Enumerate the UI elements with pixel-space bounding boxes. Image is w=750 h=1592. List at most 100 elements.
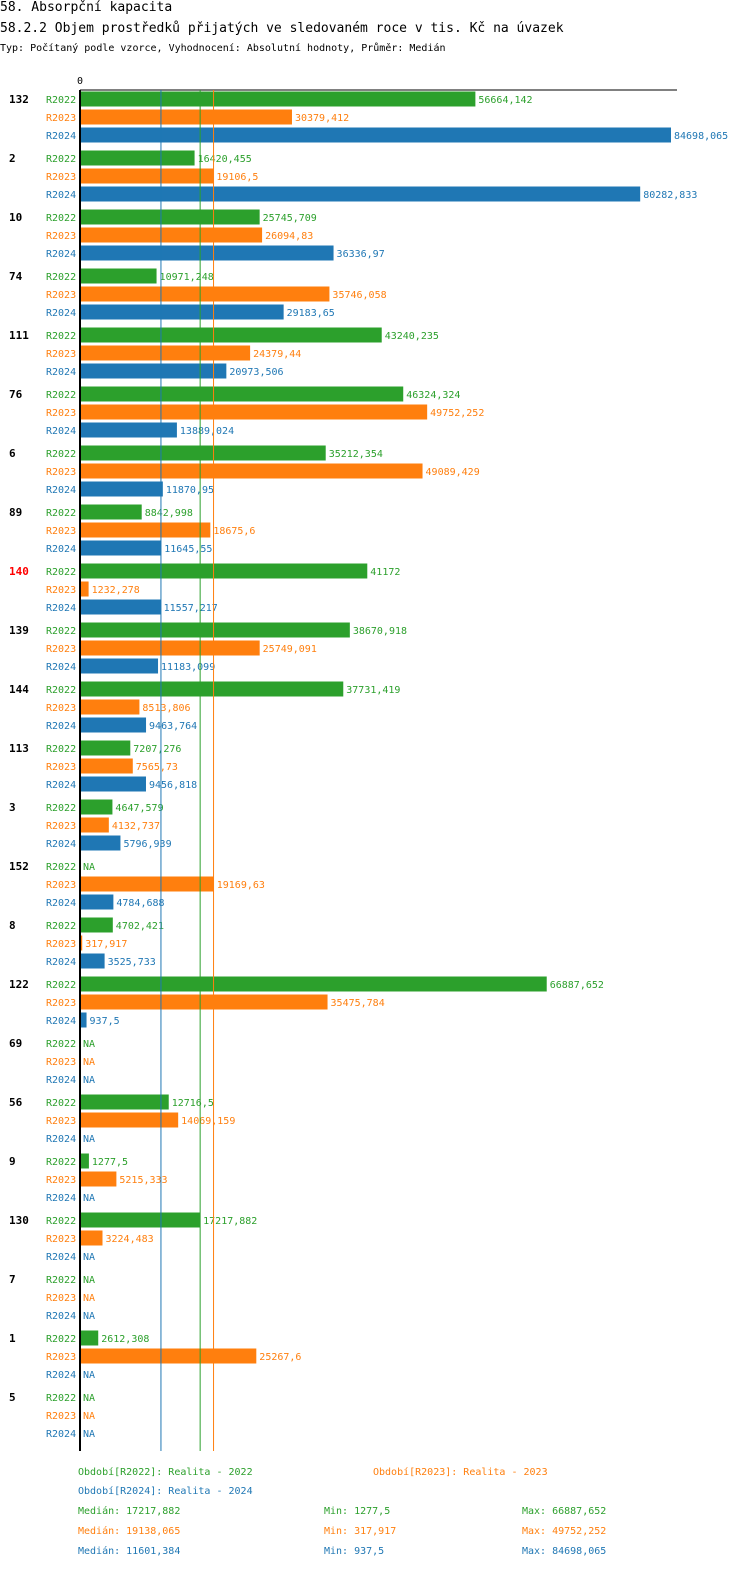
data-label: 20973,506 xyxy=(229,367,283,378)
bar xyxy=(80,717,147,733)
series-label: R2022 xyxy=(46,154,76,165)
data-label: 4647,579 xyxy=(115,803,163,814)
data-label: 14069,159 xyxy=(181,1116,235,1127)
series-label: R2024 xyxy=(46,131,76,142)
series-label: R2022 xyxy=(46,1334,76,1345)
data-label: 38670,918 xyxy=(353,626,407,637)
series-label: R2023 xyxy=(46,172,76,183)
bar xyxy=(80,1012,87,1028)
bar xyxy=(80,581,89,597)
series-label: R2023 xyxy=(46,1116,76,1127)
series-label: R2024 xyxy=(46,367,76,378)
series-label: R2023 xyxy=(46,1352,76,1363)
chart-title: 58.2.2 Objem prostředků přijatých ve sle… xyxy=(0,21,564,36)
data-label: 49752,252 xyxy=(430,408,484,419)
category-label: 1 xyxy=(9,1332,16,1345)
data-label: 84698,065 xyxy=(674,131,728,142)
series-label: R2024 xyxy=(46,249,76,260)
series-label: R2024 xyxy=(46,898,76,909)
bar xyxy=(80,481,163,497)
legend-period: Období[R2022]: Realita - 2022 xyxy=(78,1466,253,1478)
legend-min: Min: 317,917 xyxy=(324,1526,396,1537)
bar xyxy=(80,422,177,438)
data-label: 17217,882 xyxy=(203,1216,257,1227)
bar xyxy=(80,150,195,166)
data-label: 4702,421 xyxy=(116,921,164,932)
bar xyxy=(80,799,113,815)
bar xyxy=(80,168,214,184)
series-label: R2024 xyxy=(46,1429,76,1440)
series-label: R2023 xyxy=(46,113,76,124)
data-label: 2612,308 xyxy=(101,1334,149,1345)
series-label: R2024 xyxy=(46,485,76,496)
data-label: 12716,5 xyxy=(172,1098,214,1109)
data-label: 10971,248 xyxy=(160,272,214,283)
data-label: 26094,83 xyxy=(265,231,313,242)
bar xyxy=(80,386,404,402)
bar xyxy=(80,363,227,379)
series-label: R2024 xyxy=(46,957,76,968)
series-label: R2022 xyxy=(46,1039,76,1050)
bar xyxy=(80,976,547,992)
series-label: R2023 xyxy=(46,467,76,478)
series-label: R2023 xyxy=(46,1057,76,1068)
data-label: 56664,142 xyxy=(478,95,532,106)
bar xyxy=(80,304,284,320)
data-label: 3224,483 xyxy=(105,1234,153,1245)
bar xyxy=(80,935,83,951)
axis-zero-label: 0 xyxy=(77,76,83,87)
series-label: R2024 xyxy=(46,721,76,732)
data-label: 46324,324 xyxy=(406,390,460,401)
series-label: R2024 xyxy=(46,308,76,319)
series-label: R2024 xyxy=(46,1016,76,1027)
series-label: R2022 xyxy=(46,921,76,932)
series-label: R2022 xyxy=(46,1098,76,1109)
series-label: R2023 xyxy=(46,526,76,537)
bar xyxy=(80,817,109,833)
legend-min: Min: 937,5 xyxy=(324,1546,384,1557)
series-label: R2023 xyxy=(46,1293,76,1304)
series-label: R2023 xyxy=(46,703,76,714)
data-label: 11870,95 xyxy=(166,485,214,496)
data-label: 25745,709 xyxy=(263,213,317,224)
category-label: 10 xyxy=(9,211,22,224)
bar xyxy=(80,1112,179,1128)
data-label: NA xyxy=(83,1039,95,1050)
bar xyxy=(80,681,344,697)
series-label: R2023 xyxy=(46,585,76,596)
bar xyxy=(80,245,334,261)
category-label: 89 xyxy=(9,506,22,519)
series-label: R2024 xyxy=(46,1075,76,1086)
category-label: 122 xyxy=(9,978,29,991)
bar xyxy=(80,504,142,520)
data-label: NA xyxy=(83,1429,95,1440)
data-label: 937,5 xyxy=(90,1016,120,1027)
series-label: R2023 xyxy=(46,290,76,301)
category-label: 9 xyxy=(9,1155,16,1168)
bar xyxy=(80,1153,89,1169)
bar xyxy=(80,835,121,851)
data-label: NA xyxy=(83,862,95,873)
data-label: NA xyxy=(83,1252,95,1263)
bar xyxy=(80,227,263,243)
series-label: R2022 xyxy=(46,567,76,578)
series-label: R2022 xyxy=(46,390,76,401)
series-label: R2023 xyxy=(46,1175,76,1186)
data-label: 25267,6 xyxy=(259,1352,301,1363)
data-label: 36336,97 xyxy=(337,249,385,260)
bar xyxy=(80,699,140,715)
data-label: 9456,818 xyxy=(149,780,197,791)
data-label: 41172 xyxy=(370,567,400,578)
series-label: R2023 xyxy=(46,939,76,950)
bar xyxy=(80,327,382,343)
data-label: 3525,733 xyxy=(108,957,156,968)
series-label: R2023 xyxy=(46,408,76,419)
legend-max: Max: 84698,065 xyxy=(522,1546,606,1557)
series-label: R2024 xyxy=(46,1311,76,1322)
data-label: 19106,5 xyxy=(216,172,258,183)
series-label: R2023 xyxy=(46,762,76,773)
bar xyxy=(80,776,146,792)
bar xyxy=(80,127,671,143)
category-label: 7 xyxy=(9,1273,16,1286)
